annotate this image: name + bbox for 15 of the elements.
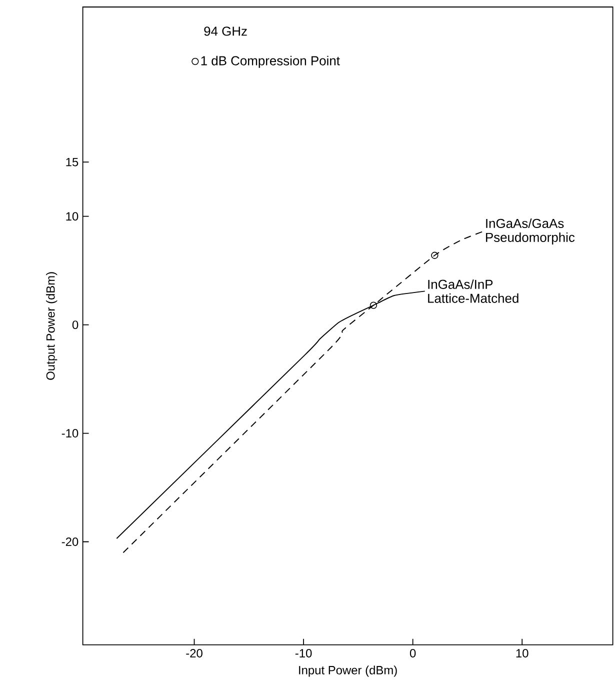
y-tick-label: 15: [66, 158, 78, 166]
series-label: InGaAs/InP Lattice-Matched: [428, 279, 518, 303]
y-tick-label: 10: [66, 212, 78, 221]
legend-label: 1 dB Compression Point: [201, 56, 340, 68]
x-axis-title: Input Power (dBm): [299, 666, 397, 677]
y-tick-label: -10: [62, 429, 78, 438]
y-tick-label: 0: [72, 320, 78, 330]
x-tick-label: 0: [410, 648, 416, 658]
y-axis-title: Output Power (dBm): [46, 272, 58, 380]
x-tick-label: -10: [295, 648, 312, 658]
x-tick-label: -20: [186, 648, 202, 658]
series-label: InGaAs/GaAs Pseudomorphic: [486, 218, 575, 245]
y-tick-label: -20: [62, 538, 78, 546]
x-tick-label: 10: [516, 648, 528, 658]
annotation: 94 GHz: [204, 26, 247, 36]
